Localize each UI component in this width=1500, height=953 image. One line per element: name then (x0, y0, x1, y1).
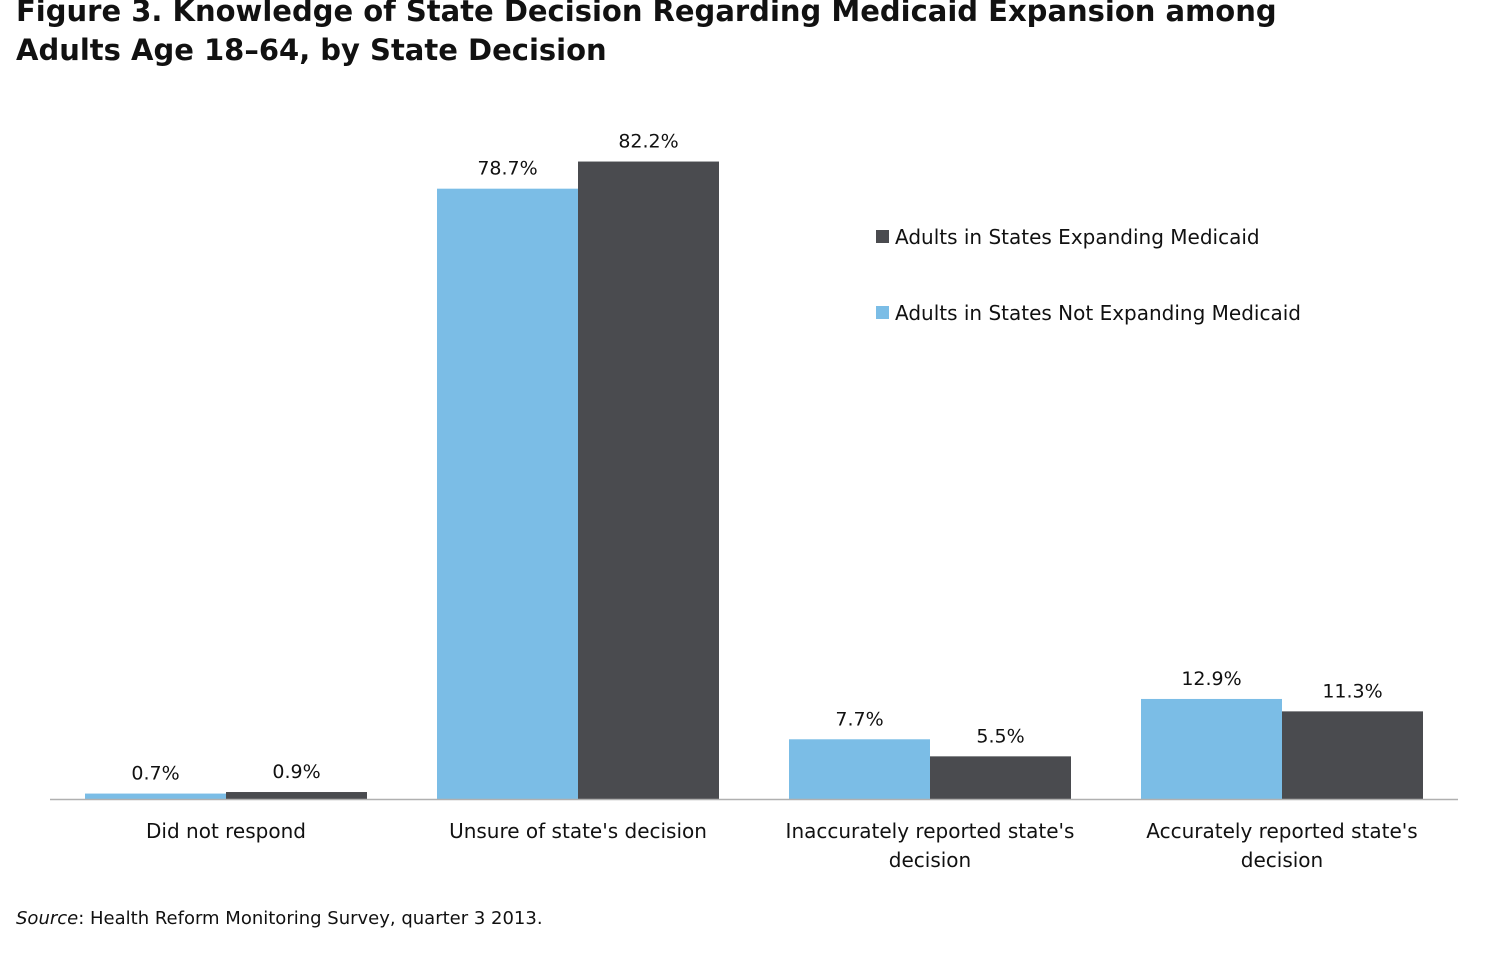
source-note: Source: Health Reform Monitoring Survey,… (16, 908, 543, 929)
category-label: Unsure of state's decision (449, 819, 707, 843)
bars-group (85, 161, 1423, 799)
category-label: Accurately reported state's (1146, 819, 1417, 843)
source-label: Source (16, 908, 79, 929)
value-labels-group: 0.7% 0.9% 78.7% 82.2% 7.7% 5.5% 12.9% 11.3% (131, 131, 1382, 785)
data-label: 7.7% (835, 708, 883, 730)
data-label: 5.5% (976, 725, 1024, 747)
bar-chart: 0.7% 0.9% 78.7% 82.2% 7.7% 5.5% 12.9% 11.3% Did… (50, 131, 1458, 872)
bar (1282, 711, 1423, 799)
category-label: Inaccurately reported state's (786, 819, 1075, 843)
category-labels-group: Did not respond Unsure of state's decisio… (146, 819, 1418, 872)
data-label: 0.7% (131, 763, 179, 785)
chart-title-line-2: Adults Age 18–64, by State Decision (16, 33, 607, 67)
bar (930, 756, 1071, 799)
bar (85, 793, 226, 799)
legend-label: Adults in States Not Expanding Medicaid (895, 301, 1301, 325)
data-label: 82.2% (618, 131, 678, 153)
category-label: decision (1241, 848, 1323, 872)
bar (1141, 698, 1282, 799)
category-label: decision (889, 848, 971, 872)
bar (437, 188, 578, 799)
data-label: 78.7% (477, 158, 537, 180)
category-label: Did not respond (146, 819, 306, 843)
data-label: 12.9% (1181, 668, 1241, 690)
data-label: 0.9% (272, 761, 320, 783)
source-text: : Health Reform Monitoring Survey, quart… (78, 908, 543, 929)
chart-title-line-1: Figure 3. Knowledge of State Decision Re… (16, 0, 1277, 28)
bar (789, 739, 930, 799)
legend: Adults in States Expanding Medicaid Adult… (876, 225, 1301, 325)
bar (578, 161, 719, 799)
legend-label: Adults in States Expanding Medicaid (895, 225, 1260, 249)
data-label: 11.3% (1322, 680, 1382, 702)
chart-title: Figure 3. Knowledge of State Decision Re… (16, 0, 1277, 70)
bar (226, 792, 367, 799)
legend-swatch (876, 306, 889, 319)
legend-swatch (876, 230, 889, 243)
